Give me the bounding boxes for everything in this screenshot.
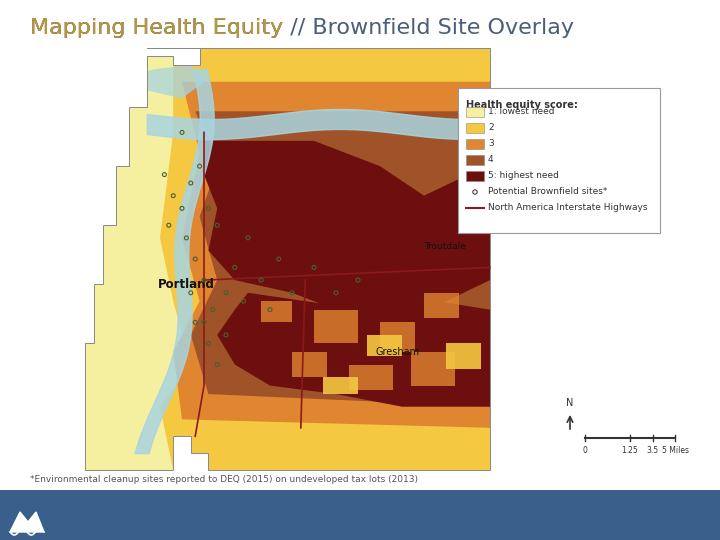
Point	[163, 221, 174, 230]
Point	[158, 170, 170, 179]
Polygon shape	[160, 48, 490, 470]
Point	[308, 263, 320, 272]
Polygon shape	[204, 141, 490, 322]
Bar	[314, 309, 358, 343]
Point	[212, 360, 223, 369]
Text: 3: 3	[488, 139, 494, 148]
Bar	[323, 377, 358, 394]
Text: Mapping Health Equity: Mapping Health Equity	[30, 18, 290, 38]
Bar	[458, 88, 660, 233]
Point	[220, 288, 232, 297]
Text: 5: highest need: 5: highest need	[488, 172, 559, 180]
Bar	[380, 322, 415, 352]
Polygon shape	[147, 48, 199, 65]
Point	[229, 263, 240, 272]
Text: Troutdale: Troutdale	[424, 242, 466, 251]
Point	[287, 288, 298, 297]
Text: 1.25: 1.25	[621, 446, 639, 455]
Polygon shape	[0, 48, 147, 470]
Point	[238, 297, 249, 306]
Point	[194, 162, 205, 171]
Point	[212, 221, 223, 230]
Bar	[466, 155, 484, 165]
Point	[330, 288, 342, 297]
Text: *Environmental cleanup sites reported to DEQ (2015) on undeveloped tax lots (201: *Environmental cleanup sites reported to…	[30, 475, 418, 484]
Bar	[261, 301, 292, 322]
Polygon shape	[217, 293, 490, 407]
Point	[176, 128, 188, 137]
Text: Mapping Health Equity: Mapping Health Equity	[30, 18, 290, 38]
Text: 5 Miles: 5 Miles	[662, 446, 688, 455]
Bar	[466, 139, 484, 149]
Text: Portland: Portland	[158, 278, 215, 291]
Point	[181, 234, 192, 242]
Text: 1: lowest need: 1: lowest need	[488, 107, 554, 117]
Bar	[466, 123, 484, 133]
Text: 3.5: 3.5	[647, 446, 659, 455]
Point	[189, 318, 201, 327]
Text: 0: 0	[582, 446, 588, 455]
Bar	[349, 364, 393, 390]
Text: Health equity score:: Health equity score:	[466, 100, 578, 110]
Point	[185, 179, 197, 187]
Text: 4: 4	[488, 156, 494, 165]
Point	[189, 255, 201, 264]
Polygon shape	[191, 111, 490, 407]
Text: 2: 2	[488, 124, 494, 132]
Point	[264, 305, 276, 314]
Point	[273, 255, 284, 264]
Bar	[50, 48, 490, 470]
Bar	[366, 335, 402, 356]
Text: Mapping Health Equity // Brownfield Site Overlay: Mapping Health Equity // Brownfield Site…	[30, 18, 574, 38]
Bar	[466, 171, 484, 181]
Point	[242, 234, 253, 242]
Point	[185, 288, 197, 297]
Polygon shape	[138, 65, 204, 99]
Text: N: N	[567, 398, 574, 408]
Point	[352, 276, 364, 285]
Point	[198, 276, 210, 285]
Point	[176, 204, 188, 213]
Point	[207, 305, 219, 314]
Polygon shape	[10, 512, 44, 532]
Text: Gresham: Gresham	[376, 347, 420, 357]
Bar	[424, 293, 459, 318]
Point	[202, 339, 214, 348]
Bar	[446, 343, 481, 369]
Point	[202, 204, 214, 213]
Point	[198, 318, 210, 327]
Bar	[0, 490, 720, 540]
Point	[256, 276, 267, 285]
Bar	[466, 107, 484, 117]
Text: Potential Brownfield sites*: Potential Brownfield sites*	[488, 187, 608, 197]
Polygon shape	[85, 436, 490, 490]
Point	[220, 330, 232, 339]
Bar	[411, 352, 455, 386]
Polygon shape	[174, 82, 490, 428]
Point	[469, 188, 481, 197]
Bar	[292, 352, 327, 377]
Text: North America Interstate Highways: North America Interstate Highways	[488, 204, 647, 213]
Point	[168, 191, 179, 200]
